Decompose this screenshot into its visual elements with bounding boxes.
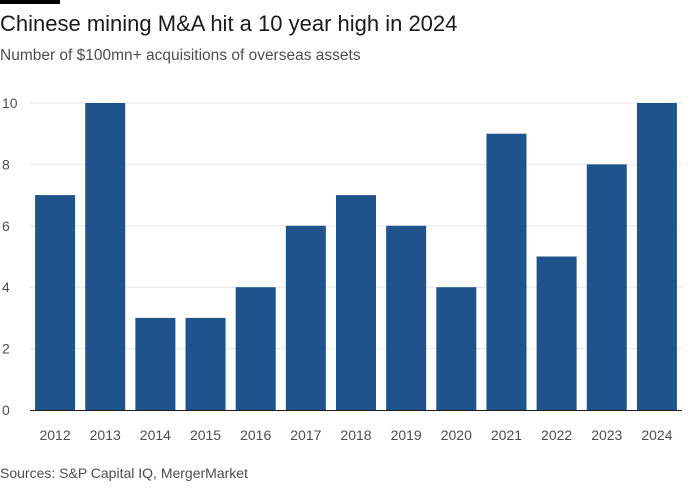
bar-2016 [235,287,276,410]
bar-2015 [185,317,226,410]
bar-2017 [285,225,326,410]
bar-2019 [386,225,427,410]
x-tick-label: 2015 [190,427,221,443]
x-tick-label: 2014 [140,427,171,443]
brand-accent-bar [0,0,60,4]
y-tick-label: 0 [2,402,10,418]
chart-title: Chinese mining M&A hit a 10 year high in… [0,11,458,36]
bar-2018 [336,195,376,410]
y-tick-label: 6 [2,218,10,234]
x-tick-label: 2016 [240,427,271,443]
x-tick-label: 2012 [39,427,70,443]
bar-2021 [486,133,527,410]
x-tick-label: 2018 [340,427,371,443]
y-tick-label: 4 [2,279,10,295]
chart-subtitle: Number of $100mn+ acquisitions of overse… [0,47,361,64]
bar-2013 [85,103,126,410]
bar-2020 [436,287,477,410]
bar-2024 [636,103,677,410]
y-tick-label: 10 [2,95,18,111]
x-tick-label: 2020 [441,427,472,443]
x-tick-label: 2023 [591,427,622,443]
x-tick-label: 2024 [641,427,672,443]
bar-2012 [35,195,76,410]
bar-2023 [586,164,627,410]
bar-2014 [135,317,176,410]
x-tick-label: 2017 [290,427,321,443]
source-note: Sources: S&P Capital IQ, MergerMarket [0,465,248,481]
x-tick-label: 2022 [541,427,572,443]
x-axis-tick-labels: 2012 2013 2014 2015 2016 2017 2018 2019 2020 2021… [39,427,672,443]
y-axis-tick-labels: 0 2 4 6 8 10 [2,95,18,418]
x-tick-label: 2019 [391,427,422,443]
y-tick-label: 2 [2,341,10,357]
x-tick-label: 2013 [90,427,121,443]
x-tick-label: 2021 [491,427,522,443]
y-tick-label: 8 [2,156,10,172]
bar-2022 [536,256,577,410]
bars [35,103,677,410]
